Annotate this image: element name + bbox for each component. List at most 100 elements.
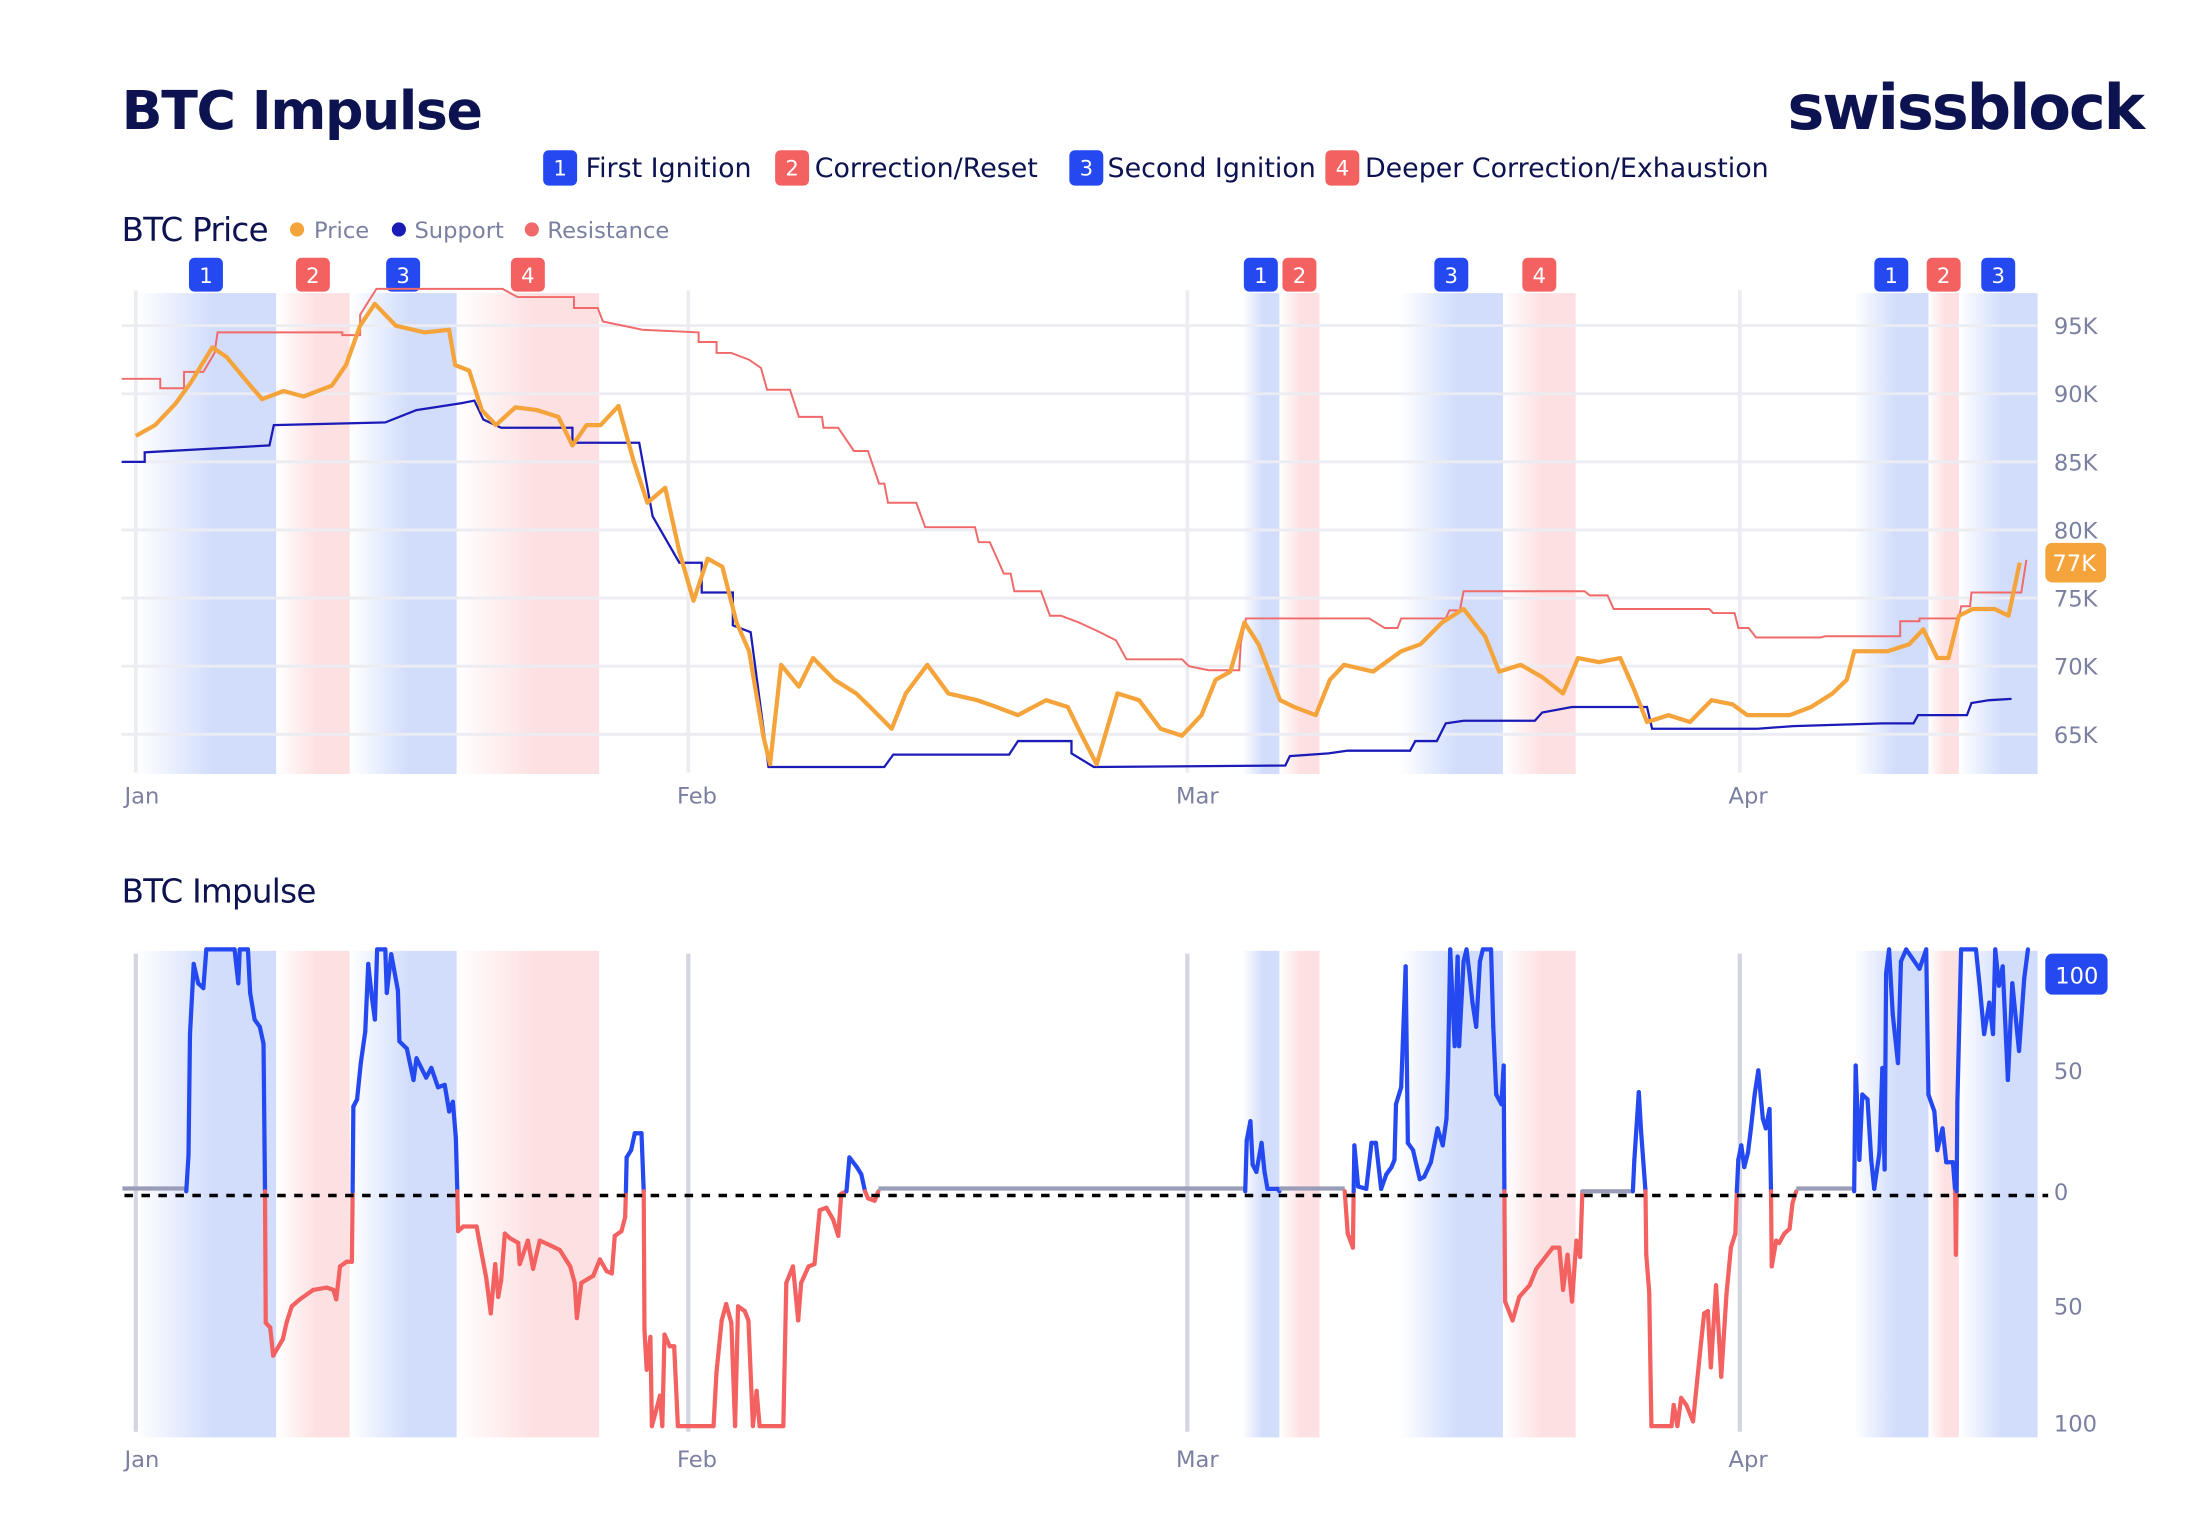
phase-marker-badge — [1522, 257, 1557, 292]
price-y-tick-label: 65K — [2054, 723, 2099, 749]
phase-band-correction — [276, 293, 350, 775]
impulse-positive-segment — [1957, 947, 1964, 1013]
impulse-panel: Jan Feb Mar Apr 100 50 0 50 100 — [122, 947, 2108, 1473]
phase-marker-number: 2 — [1937, 264, 1951, 289]
legend-dot-resistance — [524, 222, 539, 237]
impulse-positive-segment — [1955, 1007, 1962, 1104]
impulse-positive-segment — [1275, 1186, 1282, 1194]
impulse-negative-segment — [455, 1189, 461, 1234]
impulse-negative-segment — [714, 1318, 724, 1375]
impulse-negative-segment — [499, 1231, 507, 1283]
legend-label-resistance: Resistance — [547, 218, 669, 244]
phase-marker-badge — [1874, 257, 1909, 292]
impulse-negative-segment — [268, 1325, 276, 1358]
impulse-positive-segment — [414, 1056, 429, 1080]
phase-band-ignition — [1958, 293, 2038, 775]
impulse-y-tick-label: 50 — [2054, 1294, 2083, 1320]
impulse-positive-segment — [1940, 1126, 1949, 1165]
phase-marker-badge — [1434, 257, 1469, 292]
phase-badge — [775, 150, 810, 186]
phase-marker-number: 3 — [1991, 264, 2005, 289]
impulse-positive-segment — [1501, 1063, 1507, 1194]
impulse-negative-segment — [1647, 1290, 1653, 1386]
phase-marker-badge — [1282, 257, 1317, 292]
impulse-positive-segment — [1734, 1157, 1741, 1194]
impulse-negative-segment — [579, 1273, 596, 1285]
impulse-positive-segment — [859, 1172, 868, 1194]
impulse-x-tick-label: Jan — [122, 1447, 159, 1473]
impulse-y-tick-label: 100 — [2055, 963, 2098, 989]
impulse-positive-segment — [1440, 1116, 1449, 1148]
impulse-x-tick-label: Mar — [1176, 1447, 1219, 1473]
impulse-negative-segment — [672, 1344, 681, 1429]
impulse-negative-segment — [799, 1264, 811, 1285]
impulse-negative-segment — [297, 1287, 316, 1302]
phase-marker-badge — [1243, 257, 1278, 292]
last-price-badge — [2045, 542, 2107, 583]
impulse-positive-segment — [1865, 1097, 1874, 1162]
impulse-positive-segment — [1488, 947, 1496, 1029]
price-y-tick-label: 90K — [2054, 382, 2099, 408]
impulse-negative-segment — [1517, 1283, 1532, 1300]
phase-legend-label: First Ignition — [586, 153, 752, 184]
phase-marker-badge — [1926, 257, 1961, 292]
impulse-negative-segment — [609, 1233, 617, 1276]
phase-marker-number: 2 — [1293, 264, 1306, 289]
impulse-positive-segment — [1895, 959, 1904, 1066]
impulse-negative-segment — [1527, 1266, 1539, 1288]
impulse-negative-segment — [1643, 1189, 1649, 1257]
impulse-positive-segment — [1742, 1150, 1751, 1170]
impulse-negative-segment — [623, 1189, 629, 1220]
impulse-positive-segment — [350, 1104, 356, 1194]
impulse-negative-segment — [711, 1369, 719, 1429]
impulse-positive-segment — [639, 1131, 646, 1194]
impulse-positive-segment — [2022, 947, 2031, 981]
impulse-positive-segment — [1248, 1119, 1255, 1167]
impulse-negative-segment — [530, 1238, 542, 1271]
impulse-positive-segment — [1474, 959, 1483, 1029]
impulse-negative-segment — [271, 1337, 285, 1358]
impulse-positive-segment — [1636, 1090, 1644, 1133]
impulse-positive-segment — [1924, 947, 1931, 1097]
impulse-negative-segment — [836, 1191, 844, 1239]
impulse-positive-segment — [1638, 1128, 1648, 1194]
phase-marker-number: 1 — [199, 264, 213, 289]
legend-dot-price — [289, 222, 305, 237]
impulse-negative-segment — [280, 1320, 289, 1342]
price-panel: 1 2 3 4 1 2 3 4 1 2 3 95K 90K 85K 80K 75K 70K 65K Jan Feb Ma… — [121, 257, 2107, 810]
impulse-positive-segment — [1491, 1024, 1499, 1097]
phase-marker-badge — [510, 257, 545, 292]
impulse-positive-segment — [1352, 1143, 1361, 1189]
phase-marker-number: 1 — [1885, 264, 1899, 289]
phase-legend-label: Correction/Reset — [815, 153, 1038, 184]
phase-marker-number: 1 — [1254, 264, 1267, 289]
impulse-negative-segment — [1502, 1189, 1508, 1304]
phase-marker-number: 3 — [396, 264, 410, 289]
impulse-positive-segment — [236, 947, 242, 986]
impulse-negative-segment — [474, 1224, 482, 1246]
impulse-negative-segment — [746, 1318, 756, 1429]
impulse-positive-segment — [257, 1024, 266, 1046]
price-x-tick-label: Mar — [1176, 784, 1219, 810]
phase-legend-label: Deeper Correction/Exhaustion — [1365, 153, 1769, 184]
impulse-positive-segment — [1745, 1126, 1754, 1155]
impulse-negative-segment — [1534, 1245, 1555, 1271]
impulse-positive-segment — [1373, 1140, 1384, 1191]
resistance-line — [121, 287, 2028, 672]
impulse-positive-segment — [187, 961, 196, 1037]
impulse-positive-segment — [453, 1135, 460, 1194]
phase-badge-number: 4 — [1336, 157, 1350, 182]
phase-band-ignition — [1854, 293, 1929, 775]
impulse-positive-segment — [184, 1152, 191, 1194]
price-x-tick-label: Feb — [677, 784, 717, 810]
impulse-positive-segment — [1456, 959, 1466, 1049]
impulse-negative-segment — [732, 1304, 741, 1429]
impulse-positive-segment — [366, 961, 375, 1000]
impulse-negative-segment — [557, 1247, 573, 1269]
legend-dot-support — [391, 222, 406, 237]
impulse-positive-segment — [1872, 1150, 1882, 1191]
impulse-negative-segment — [754, 1388, 762, 1429]
phase-band-correction — [456, 950, 600, 1438]
phase-badge — [1069, 150, 1104, 186]
